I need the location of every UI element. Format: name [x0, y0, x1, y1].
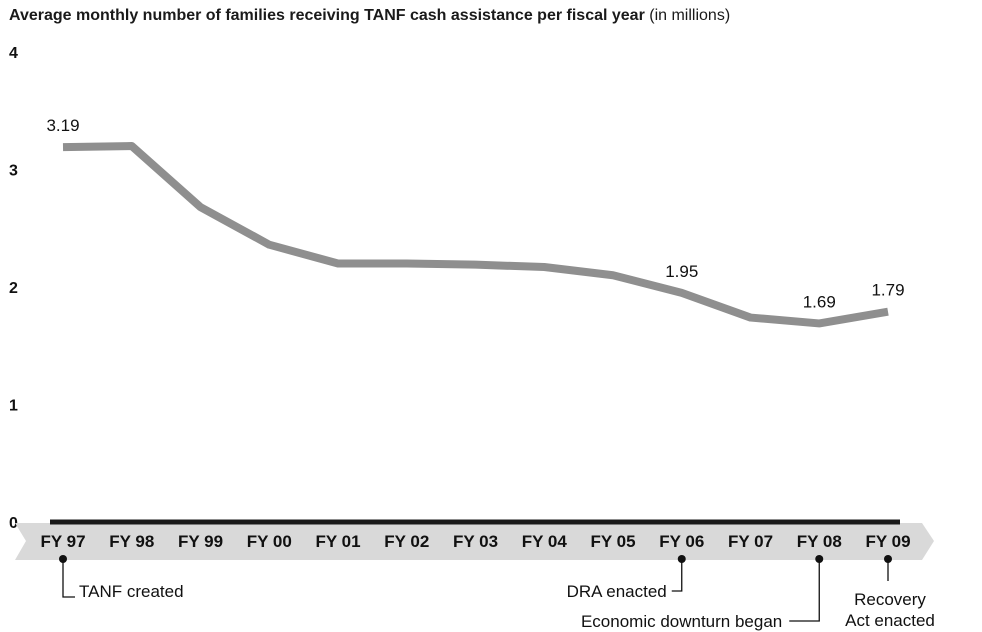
chart-subtitle: (in millions) [649, 7, 731, 24]
x-tick-label: FY 08 [797, 532, 842, 551]
event-annotation: DRA enacted [567, 555, 686, 601]
y-tick-label: 0 [9, 515, 18, 532]
data-label: 3.19 [46, 116, 79, 135]
x-tick-label: FY 07 [728, 532, 773, 551]
series-line [62, 142, 889, 328]
chart-title: Average monthly number of families recei… [9, 7, 730, 25]
data-label: 1.69 [803, 292, 836, 311]
event-leader [789, 559, 820, 622]
x-tick-label: FY 97 [40, 532, 85, 551]
event-label: Recovery [854, 590, 926, 609]
y-tick-label: 3 [9, 163, 18, 180]
x-tick-label: FY 99 [178, 532, 223, 551]
y-tick-label: 4 [9, 45, 18, 62]
event-label: TANF created [79, 582, 184, 601]
y-tick-label: 2 [9, 280, 18, 297]
event-label: DRA enacted [567, 582, 667, 601]
event-leader [62, 559, 75, 598]
data-label: 1.79 [871, 281, 904, 300]
x-tick-label: FY 02 [384, 532, 429, 551]
chart-title-main: Average monthly number of families recei… [9, 7, 645, 24]
event-leader [671, 559, 683, 592]
x-tick-label: FY 06 [659, 532, 704, 551]
event-annotation: TANF created [59, 555, 184, 601]
x-axis-band [15, 523, 934, 560]
x-tick-label: FY 00 [247, 532, 292, 551]
data-label: 1.95 [665, 262, 698, 281]
event-annotation: Recovery Act enacted [845, 555, 935, 630]
event-label: Act enacted [845, 611, 935, 630]
x-tick-label: FY 03 [453, 532, 498, 551]
y-tick-label: 1 [9, 398, 18, 415]
x-tick-label: FY 01 [315, 532, 360, 551]
event-label: Economic downturn began [581, 612, 782, 631]
x-tick-label: FY 05 [590, 532, 635, 551]
x-tick-label: FY 04 [522, 532, 568, 551]
event-annotation: Economic downturn began [581, 555, 824, 631]
x-tick-label: FY 09 [865, 532, 910, 551]
x-tick-label: FY 98 [109, 532, 154, 551]
